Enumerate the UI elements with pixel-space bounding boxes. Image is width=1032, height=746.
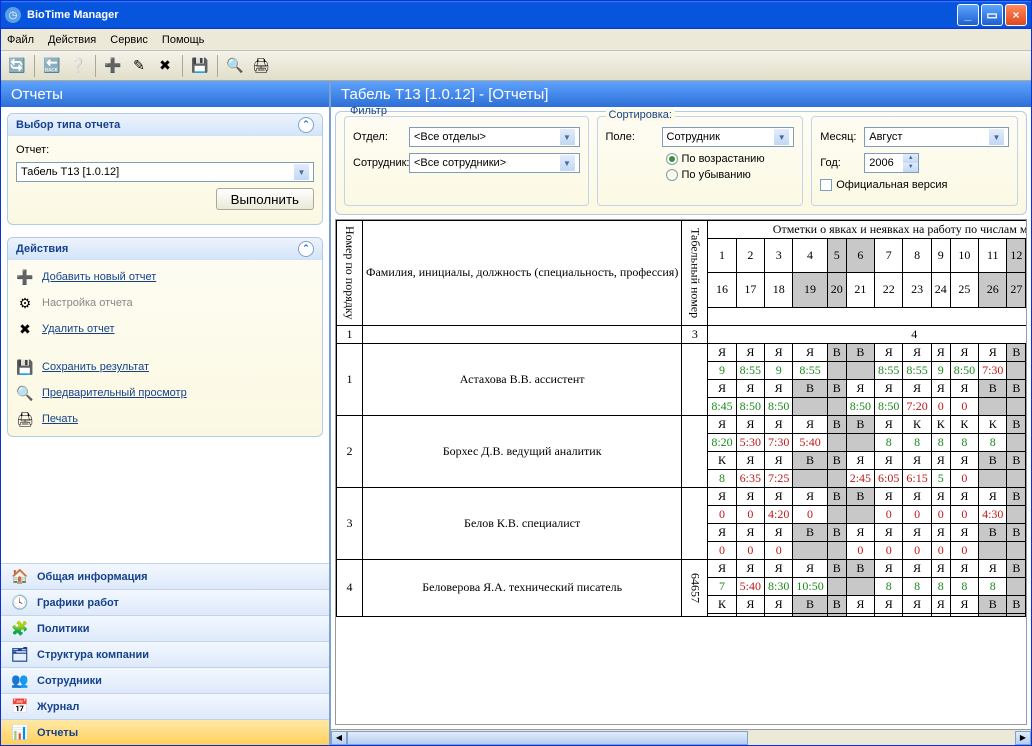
action-add[interactable]: ➕Добавить новый отчет [16, 264, 314, 290]
app-window: ◷ BioTime Manager _ ▭ × Файл Действия Се… [0, 0, 1032, 746]
print-button[interactable]: 🖨 [249, 54, 273, 78]
scroll-left-icon[interactable]: ◀ [331, 731, 347, 745]
actions-box: Действия ⌃ ➕Добавить новый отчет ⚙Настро… [7, 237, 323, 437]
report-icon: 📊 [11, 724, 29, 742]
month-dropdown[interactable]: Август▼ [864, 127, 1009, 147]
nav-employees[interactable]: 👥Сотрудники [1, 667, 329, 693]
nav-info[interactable]: 🏠Общая информация [1, 563, 329, 589]
app-icon: ◷ [5, 7, 21, 23]
minimize-button[interactable]: _ [957, 4, 979, 26]
field-dropdown[interactable]: Сотрудник▼ [662, 127, 795, 147]
radio-icon [666, 169, 678, 181]
official-checkbox-row[interactable]: Официальная версия [820, 179, 1009, 191]
dept-label: Отдел: [353, 131, 409, 143]
month-label: Месяц: [820, 131, 864, 143]
delete-button[interactable]: ✖ [153, 54, 177, 78]
preview-button[interactable]: 🔍 [223, 54, 247, 78]
filter-group-sort: Сортировка: Поле: Сотрудник▼ По возраста… [597, 116, 804, 206]
chevron-down-icon: ▼ [560, 129, 575, 145]
radio-icon [666, 153, 678, 165]
year-spinner[interactable]: 2006▲▼ [864, 153, 919, 173]
filter-group-period: Месяц: Август▼ Год: 2006▲▼ Официальная в… [811, 116, 1018, 206]
people-icon: 👥 [11, 672, 29, 690]
nav-reports[interactable]: 📊Отчеты [1, 719, 329, 745]
nav-schedules[interactable]: 🕓Графики работ [1, 589, 329, 615]
run-button[interactable]: Выполнить [216, 188, 314, 210]
nav-journal[interactable]: 📅Журнал [1, 693, 329, 719]
action-preview[interactable]: 🔍Предварительный просмотр [16, 380, 314, 406]
nav-structure[interactable]: 🗂Структура компании [1, 641, 329, 667]
home-icon: 🏠 [11, 568, 29, 586]
save-button[interactable]: 💾 [188, 54, 212, 78]
org-icon: 🗂 [11, 646, 29, 664]
clock-icon: 🕓 [11, 594, 29, 612]
radio-desc[interactable]: По убыванию [666, 169, 795, 181]
dept-dropdown[interactable]: <Все отделы>▼ [409, 127, 580, 147]
menu-service[interactable]: Сервис [110, 34, 148, 46]
nav-list: 🏠Общая информация 🕓Графики работ 🧩Полити… [1, 563, 329, 745]
collapse-icon[interactable]: ⌃ [298, 241, 314, 257]
puzzle-icon: 🧩 [11, 620, 29, 638]
action-delete[interactable]: ✖Удалить отчет [16, 316, 314, 342]
report-value: Табель Т13 [1.0.12] [21, 166, 119, 178]
left-header: Отчеты [1, 81, 329, 107]
refresh-button[interactable]: 🔄 [5, 54, 29, 78]
chevron-down-icon: ▼ [294, 164, 309, 180]
emp-label: Сотрудник: [353, 157, 409, 169]
chevron-down-icon: ▼ [989, 129, 1004, 145]
filter-box: Фильтр Отдел: <Все отделы>▼ Сотрудник: <… [335, 111, 1027, 215]
filter-group-dept: Отдел: <Все отделы>▼ Сотрудник: <Все сот… [344, 116, 589, 206]
menu-file[interactable]: Файл [7, 34, 34, 46]
calendar-icon: 📅 [11, 698, 29, 716]
plus-icon: ➕ [16, 268, 34, 286]
menu-actions[interactable]: Действия [48, 34, 96, 46]
add-button[interactable]: ➕ [101, 54, 125, 78]
collapse-icon[interactable]: ⌃ [298, 117, 314, 133]
menubar: Файл Действия Сервис Помощь [1, 29, 1031, 51]
nav-policies[interactable]: 🧩Политики [1, 615, 329, 641]
app-title: BioTime Manager [27, 9, 957, 21]
toolbar: 🔄 🔙 ❔ ➕ ✎ ✖ 💾 🔍 🖨 [1, 51, 1031, 81]
actions-title: Действия [16, 243, 68, 255]
action-save[interactable]: 💾Сохранить результат [16, 354, 314, 380]
right-header: Табель Т13 [1.0.12] - [Отчеты] [331, 81, 1031, 107]
help-button[interactable]: ❔ [66, 54, 90, 78]
edit-button[interactable]: ✎ [127, 54, 151, 78]
field-label: Поле: [606, 131, 662, 143]
report-table-wrap[interactable]: Номер по порядкуФамилия, инициалы, должн… [335, 219, 1027, 725]
selector-title: Выбор типа отчета [16, 119, 120, 131]
sort-legend: Сортировка: [606, 109, 675, 121]
chevron-up-icon[interactable]: ▲ [903, 154, 918, 163]
report-table: Номер по порядкуФамилия, инициалы, должн… [336, 220, 1027, 617]
chevron-down-icon: ▼ [774, 129, 789, 145]
checkbox-icon [820, 179, 832, 191]
left-panel: Отчеты Выбор типа отчета ⌃ Отчет: Табель… [1, 81, 331, 745]
maximize-button[interactable]: ▭ [981, 4, 1003, 26]
emp-dropdown[interactable]: <Все сотрудники>▼ [409, 153, 580, 173]
action-config: ⚙Настройка отчета [16, 290, 314, 316]
radio-asc[interactable]: По возрастанию [666, 153, 795, 165]
printer-icon: 🖨 [16, 410, 34, 428]
scroll-thumb[interactable] [347, 731, 748, 745]
report-label: Отчет: [16, 144, 86, 156]
year-label: Год: [820, 157, 864, 169]
menu-help[interactable]: Помощь [162, 34, 205, 46]
titlebar[interactable]: ◷ BioTime Manager _ ▭ × [1, 1, 1031, 29]
right-panel: Табель Т13 [1.0.12] - [Отчеты] Фильтр От… [331, 81, 1031, 745]
report-selector-box: Выбор типа отчета ⌃ Отчет: Табель Т13 [1… [7, 113, 323, 225]
delete-icon: ✖ [16, 320, 34, 338]
magnify-icon: 🔍 [16, 384, 34, 402]
back-button[interactable]: 🔙 [40, 54, 64, 78]
action-print[interactable]: 🖨Печать [16, 406, 314, 432]
chevron-down-icon: ▼ [560, 155, 575, 171]
disk-icon: 💾 [16, 358, 34, 376]
gear-icon: ⚙ [16, 294, 34, 312]
report-dropdown[interactable]: Табель Т13 [1.0.12] ▼ [16, 162, 314, 182]
close-button[interactable]: × [1005, 4, 1027, 26]
h-scrollbar[interactable]: ◀ ▶ [331, 729, 1031, 745]
scroll-right-icon[interactable]: ▶ [1015, 731, 1031, 745]
chevron-down-icon[interactable]: ▼ [903, 163, 918, 172]
